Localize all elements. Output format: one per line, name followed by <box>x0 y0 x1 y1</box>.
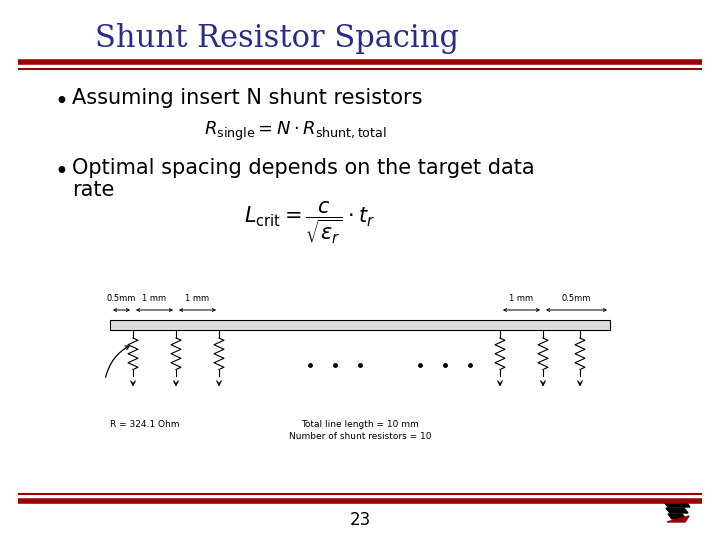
Text: 1 mm: 1 mm <box>143 294 166 303</box>
Text: $R_{\mathrm{single}} = N \cdot R_{\mathrm{shunt,total}}$: $R_{\mathrm{single}} = N \cdot R_{\mathr… <box>204 120 387 143</box>
Text: 1 mm: 1 mm <box>186 294 210 303</box>
Text: •: • <box>55 90 69 114</box>
Bar <box>110 320 610 330</box>
Text: 1 mm: 1 mm <box>510 294 534 303</box>
Polygon shape <box>666 508 688 513</box>
Text: 23: 23 <box>349 511 371 529</box>
Text: Number of shunt resistors = 10: Number of shunt resistors = 10 <box>289 432 431 441</box>
Text: Shunt Resistor Spacing: Shunt Resistor Spacing <box>95 23 459 53</box>
Text: 0.5mm: 0.5mm <box>562 294 591 303</box>
Text: 0.5mm: 0.5mm <box>107 294 136 303</box>
Text: •: • <box>55 160 69 184</box>
Text: Assuming insert N shunt resistors: Assuming insert N shunt resistors <box>72 88 423 108</box>
Polygon shape <box>664 502 690 507</box>
Text: R = 324.1 Ohm: R = 324.1 Ohm <box>110 420 179 429</box>
Text: Optimal spacing depends on the target data: Optimal spacing depends on the target da… <box>72 158 535 178</box>
Polygon shape <box>668 514 686 519</box>
Text: Total line length = 10 mm: Total line length = 10 mm <box>301 420 419 429</box>
Polygon shape <box>667 516 689 522</box>
Text: rate: rate <box>72 180 114 200</box>
Text: $L_{\mathrm{crit}} = \dfrac{c}{\sqrt{\epsilon_r}} \cdot t_r$: $L_{\mathrm{crit}} = \dfrac{c}{\sqrt{\ep… <box>244 200 376 246</box>
